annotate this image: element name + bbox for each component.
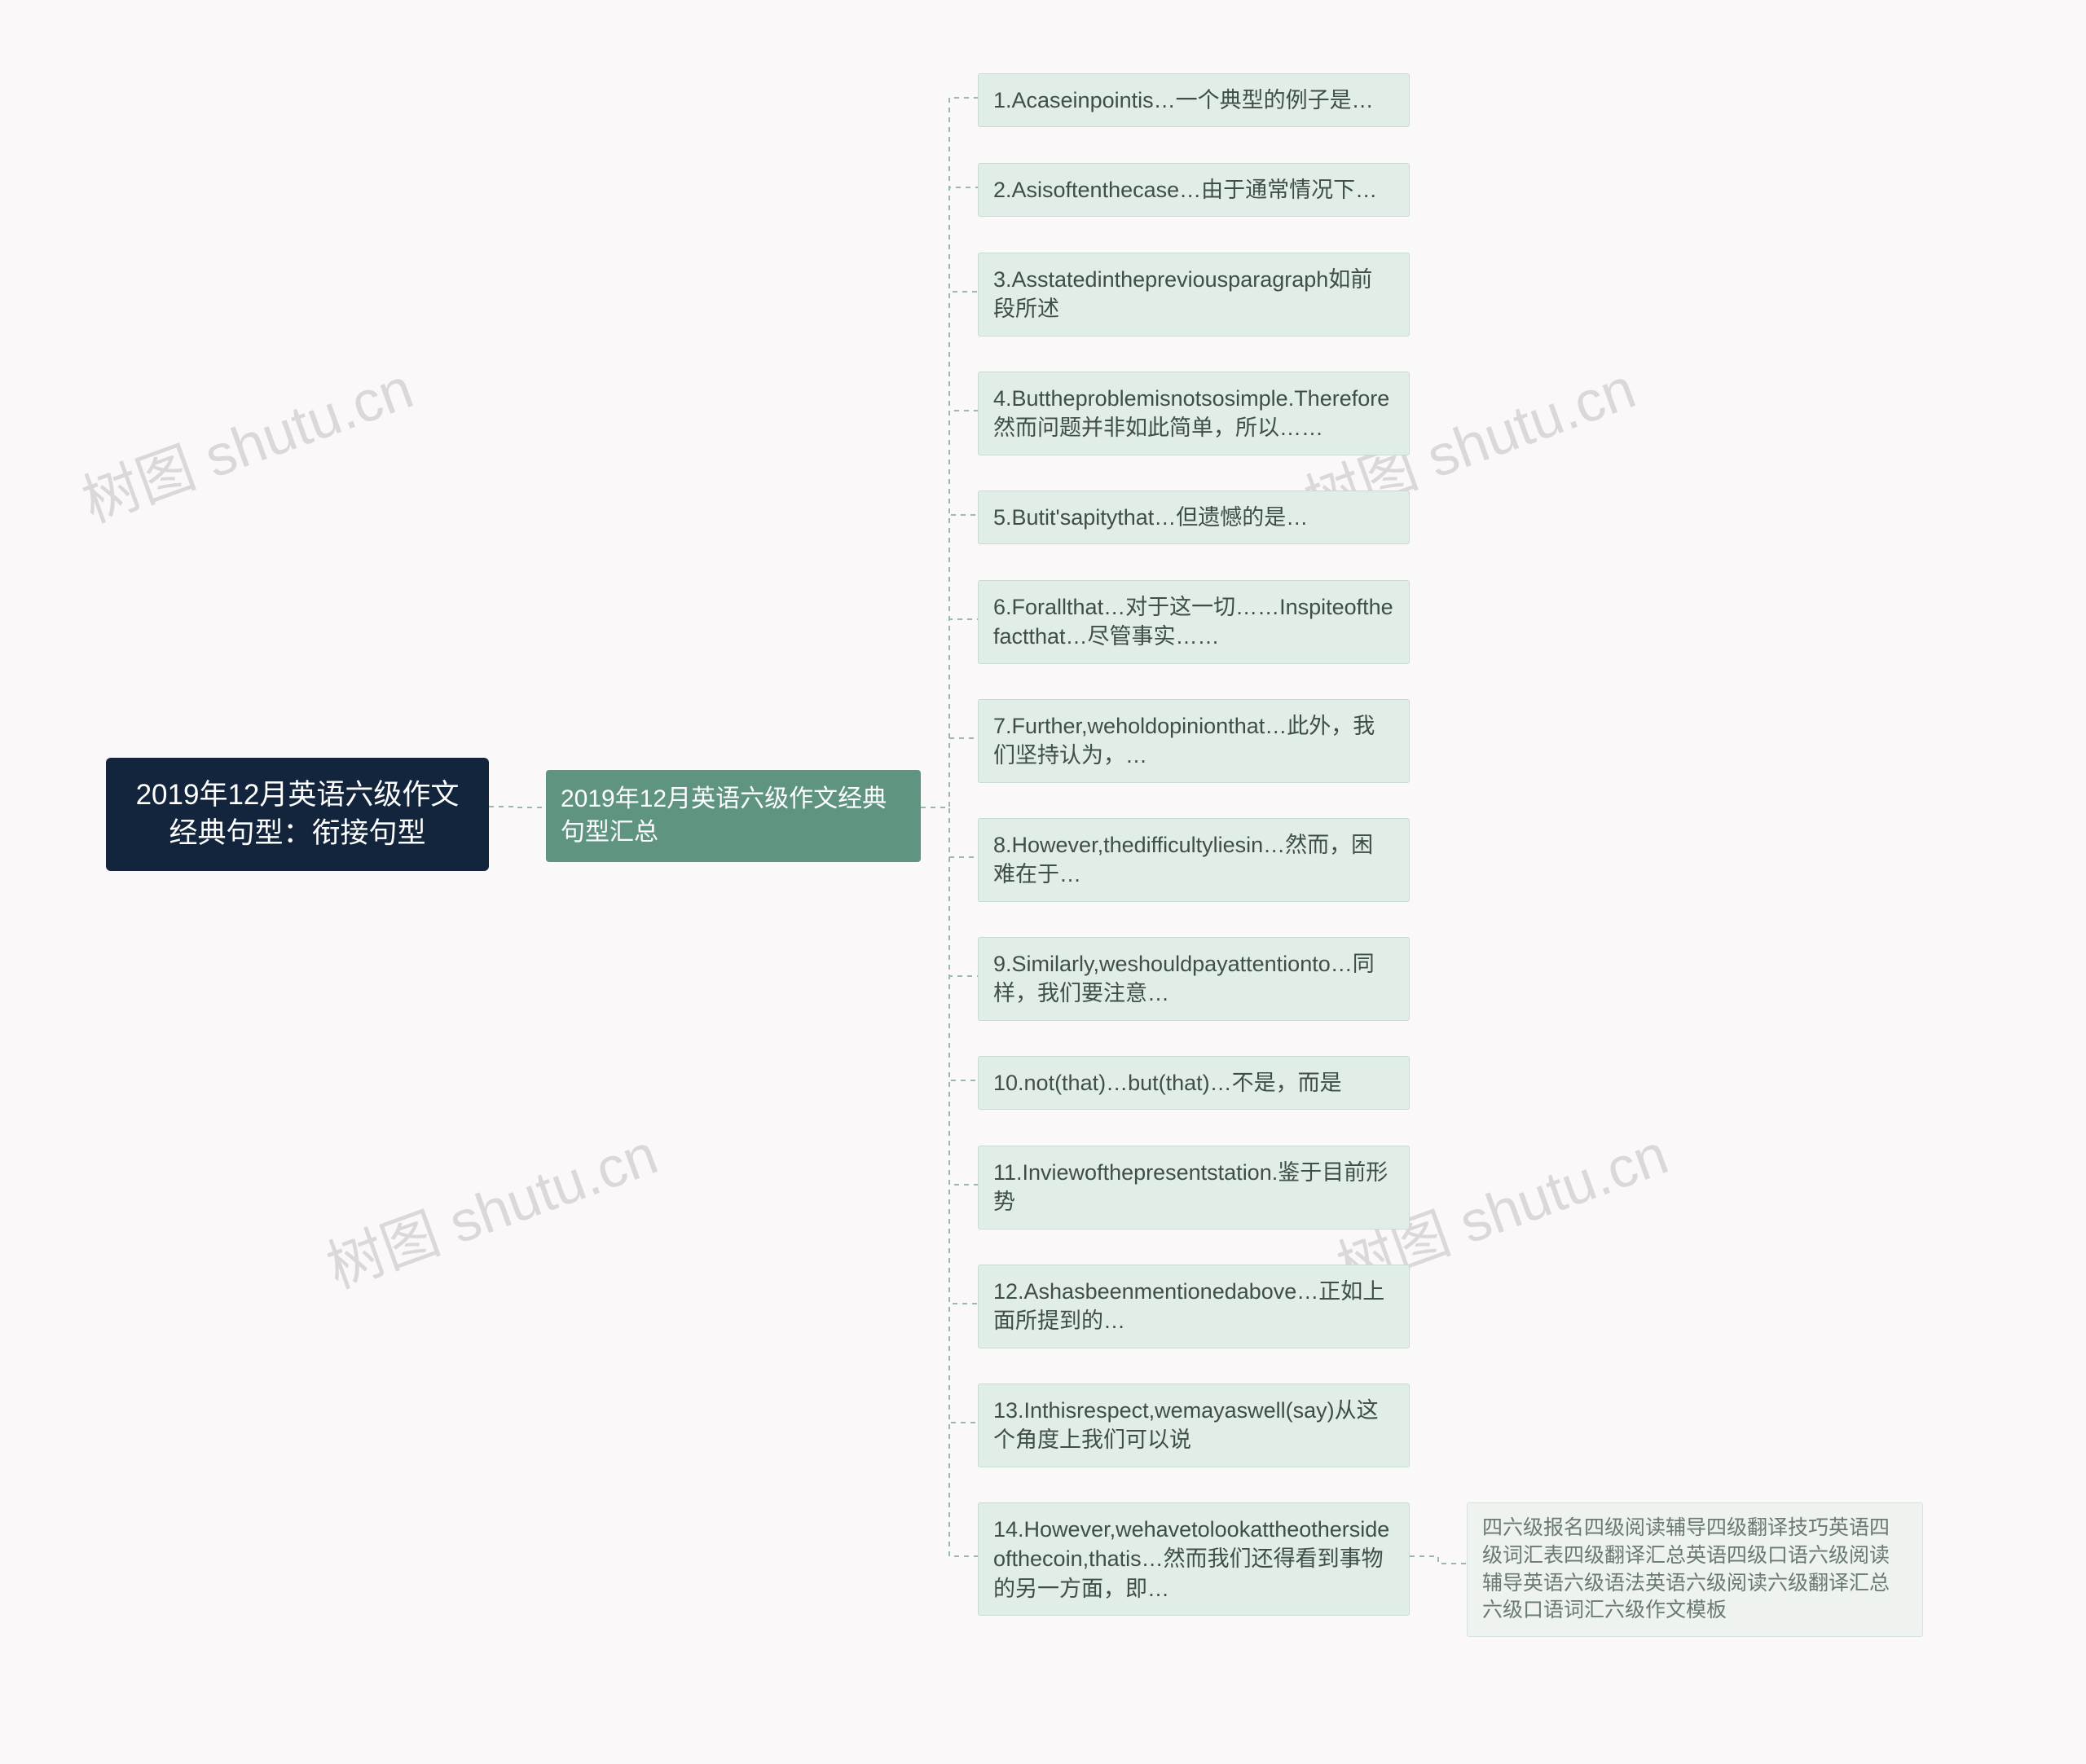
leaf-node-14[interactable]: 14.However,wehavetolookattheothersideoft… [978, 1502, 1410, 1616]
leaf-node-11[interactable]: 11.Inviewofthepresentstation.鉴于目前形势 [978, 1146, 1410, 1230]
leaf-node-9[interactable]: 9.Similarly,weshouldpayattentionto…同样，我们… [978, 937, 1410, 1021]
leaf-node-8[interactable]: 8.However,thedifficultyliesin…然而，困难在于… [978, 818, 1410, 902]
watermark: 树图 shutu.cn [69, 343, 422, 539]
leaf-node-5[interactable]: 5.Butit'sapitythat…但遗憾的是… [978, 490, 1410, 544]
root-node[interactable]: 2019年12月英语六级作文经典句型：衔接句型 [106, 758, 489, 871]
leaf-node-10[interactable]: 10.not(that)…but(that)…不是，而是 [978, 1056, 1410, 1110]
leaf-node-12[interactable]: 12.Ashasbeenmentionedabove…正如上面所提到的… [978, 1265, 1410, 1348]
watermark: 树图 shutu.cn [314, 1109, 667, 1304]
leaf-node-1[interactable]: 1.Acaseinpointis…一个典型的例子是… [978, 73, 1410, 127]
level1-node[interactable]: 2019年12月英语六级作文经典句型汇总 [546, 770, 921, 862]
leaf-node-6[interactable]: 6.Forallthat…对于这一切……Inspiteofthefactthat… [978, 580, 1410, 664]
leaf-node-4[interactable]: 4.Buttheproblemisnotsosimple.Therefore然而… [978, 372, 1410, 455]
leaf-node-7[interactable]: 7.Further,weholdopinionthat…此外，我们坚持认为，… [978, 699, 1410, 783]
leaf-node-13[interactable]: 13.Inthisrespect,wemayaswell(say)从这个角度上我… [978, 1383, 1410, 1467]
leaf-node-3[interactable]: 3.Asstatedinthepreviousparagraph如前段所述 [978, 253, 1410, 337]
leaf-node-2[interactable]: 2.Asisoftenthecase…由于通常情况下… [978, 163, 1410, 217]
subleaf-node[interactable]: 四六级报名四级阅读辅导四级翻译技巧英语四级词汇表四级翻译汇总英语四级口语六级阅读… [1467, 1502, 1923, 1637]
